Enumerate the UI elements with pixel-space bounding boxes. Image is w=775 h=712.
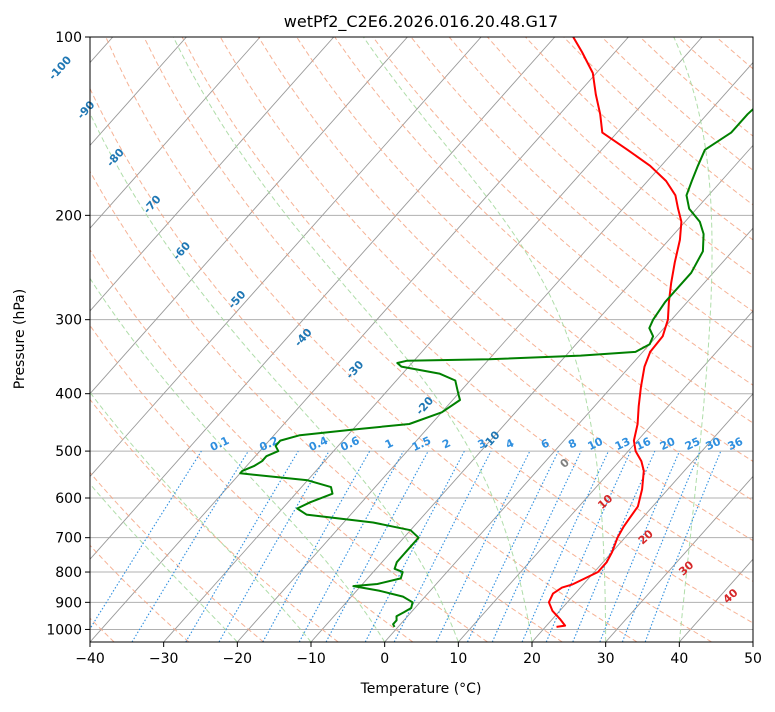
y-tick-label: 800	[55, 565, 82, 581]
x-tick-label: −30	[149, 651, 179, 667]
x-tick-label: 30	[597, 651, 615, 667]
x-tick-label: 0	[380, 651, 389, 667]
x-axis-label: Temperature (°C)	[360, 681, 482, 697]
y-tick-label: 600	[55, 491, 82, 507]
x-tick-label: 20	[523, 651, 541, 667]
y-tick-label: 500	[55, 444, 82, 460]
y-tick-label: 300	[55, 313, 82, 329]
y-tick-label: 900	[55, 595, 82, 611]
isotherm-label: -100	[46, 53, 74, 82]
x-tick-label: −40	[75, 651, 105, 667]
x-tick-label: −20	[223, 651, 253, 667]
y-tick-label: 100	[55, 30, 82, 46]
x-axis: −40 −30 −20 −10 0 10 20 30 40 50	[75, 642, 762, 667]
y-tick-label: 400	[55, 387, 82, 403]
isotherm-line	[753, 37, 775, 642]
x-tick-label: 50	[744, 651, 762, 667]
y-tick-label: 200	[55, 208, 82, 224]
x-tick-label: −10	[296, 651, 326, 667]
x-tick-label: 40	[670, 651, 688, 667]
x-tick-label: 10	[449, 651, 467, 667]
y-tick-label: 700	[55, 531, 82, 547]
chart-title: wetPf2_C2E6.2026.016.20.48.G17	[284, 12, 558, 32]
y-tick-label: 1000	[46, 622, 82, 638]
y-axis-label: Pressure (hPa)	[12, 289, 28, 389]
